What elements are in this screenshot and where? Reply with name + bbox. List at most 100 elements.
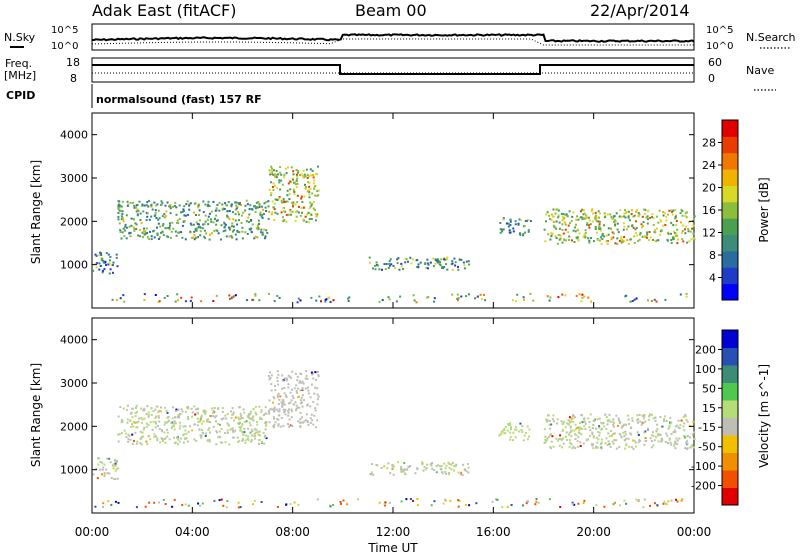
echo-cell [119, 204, 122, 207]
echo-cell [444, 470, 447, 473]
echo-cell [176, 293, 179, 296]
echo-cell [328, 296, 331, 299]
echo-cell [165, 227, 168, 230]
echo-cell [278, 196, 281, 198]
echo-cell [282, 207, 285, 210]
echo-cell [688, 221, 690, 224]
echo-cell [597, 431, 600, 433]
echo-cell [172, 422, 175, 425]
echo-cell [684, 228, 686, 231]
echo-cell [652, 431, 654, 434]
echo-cell [295, 409, 297, 412]
echo-cell [133, 206, 136, 209]
echo-cell [297, 171, 299, 174]
echo-cell [306, 213, 309, 216]
echo-cell [565, 431, 568, 434]
echo-cell [101, 468, 104, 471]
echo-cell [228, 294, 231, 297]
echo-cell [647, 218, 649, 221]
echo-cell [524, 220, 527, 223]
echo-cell [240, 426, 242, 429]
echo-cell [604, 214, 607, 217]
echo-cell [557, 209, 560, 212]
echo-cell [502, 228, 505, 231]
echo-cell [216, 431, 218, 434]
echo-cell [443, 462, 446, 465]
echo-cell [613, 439, 616, 442]
echo-cell [249, 431, 252, 434]
echo-cell [595, 427, 598, 430]
echo-cell [568, 445, 571, 448]
echo-cell [683, 436, 686, 439]
echo-cell [202, 420, 205, 423]
echo-cell [572, 445, 575, 448]
echo-cell [116, 477, 119, 480]
echo-cell [561, 241, 564, 244]
echo-cell [269, 172, 272, 174]
echo-cell [226, 422, 229, 425]
velocity-y-tick-label: 1000 [60, 464, 88, 477]
echo-cell [157, 209, 160, 212]
echo-cell [623, 215, 626, 218]
echo-cell [357, 498, 359, 501]
echo-cell [677, 238, 679, 241]
echo-cell [552, 420, 555, 423]
echo-cell [195, 221, 198, 224]
echo-cell [613, 432, 616, 435]
echo-cell [615, 447, 618, 450]
echo-cell [155, 217, 158, 219]
echo-cell [216, 219, 219, 222]
echo-cell [332, 299, 335, 302]
echo-cell [522, 504, 524, 507]
echo-cell [457, 299, 459, 302]
echo-cell [317, 189, 320, 192]
echo-cell [240, 204, 242, 206]
echo-cell [535, 498, 538, 501]
echo-cell [111, 298, 114, 301]
echo-cell [194, 202, 197, 205]
echo-cell [453, 257, 456, 260]
echo-cell [546, 437, 549, 440]
echo-cell [509, 422, 512, 425]
echo-cell [276, 380, 279, 383]
echo-cell [217, 232, 220, 235]
echo-cell [686, 440, 689, 443]
echo-cell [208, 440, 211, 443]
echo-cell [575, 295, 578, 297]
echo-cell [654, 229, 656, 231]
echo-cell [654, 231, 657, 234]
echo-cell [295, 173, 298, 176]
echo-cell [135, 406, 137, 409]
echo-cell [646, 233, 649, 236]
echo-cell [258, 434, 261, 437]
echo-cell [196, 424, 199, 427]
echo-cell [237, 501, 240, 504]
echo-cell [580, 427, 582, 430]
echo-cell [591, 431, 594, 434]
echo-cell [296, 406, 299, 409]
echo-cell [475, 502, 478, 505]
echo-cell [551, 215, 554, 218]
echo-cell [126, 205, 129, 207]
echo-cell [215, 209, 218, 212]
echo-cell [619, 209, 622, 212]
echo-cell [577, 436, 580, 439]
echo-cell [254, 411, 257, 414]
echo-cell [285, 172, 288, 175]
echo-cell [221, 203, 224, 206]
echo-cell [188, 204, 191, 207]
echo-cell [117, 206, 120, 209]
echo-cell [378, 501, 381, 504]
echo-cell [547, 233, 550, 236]
echo-cell [156, 203, 159, 206]
echo-cell [603, 425, 606, 428]
echo-cell [583, 425, 586, 428]
echo-cell [509, 423, 512, 426]
echo-cell [126, 408, 128, 411]
echo-cell [671, 236, 674, 239]
echo-cell [454, 261, 457, 264]
echo-cell [669, 441, 672, 444]
echo-cell [567, 433, 570, 436]
echo-cell [140, 443, 143, 446]
